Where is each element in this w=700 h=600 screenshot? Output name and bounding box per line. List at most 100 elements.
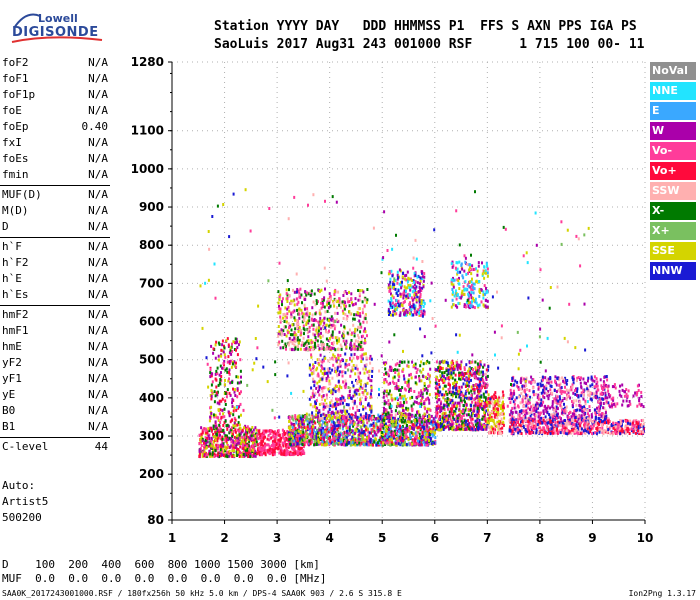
echo-point (474, 360, 477, 364)
echo-point (236, 450, 239, 454)
echo-point (459, 417, 462, 421)
echo-point (469, 369, 472, 373)
echo-point (254, 434, 257, 438)
echo-point (442, 411, 445, 415)
echo-point (405, 421, 407, 425)
echo-point (347, 412, 350, 416)
echo-point (407, 365, 410, 369)
echo-point (364, 314, 367, 318)
echo-point (456, 404, 458, 408)
echo-point (315, 299, 318, 303)
echo-point (285, 345, 287, 348)
echo-point (333, 436, 336, 440)
echo-point (410, 420, 413, 424)
echo-point (213, 427, 216, 431)
echo-point (435, 360, 438, 364)
echo-point (308, 441, 311, 445)
echo-point (442, 396, 445, 400)
echo-point (454, 412, 457, 416)
echo-point (478, 280, 480, 283)
echo-point (480, 370, 483, 374)
echo-point (253, 447, 256, 451)
echo-point (451, 427, 454, 431)
echo-point (332, 341, 335, 345)
echo-point (414, 439, 416, 443)
echo-point (327, 369, 330, 373)
echo-point (478, 287, 481, 291)
echo-point (458, 365, 461, 369)
echo-point (420, 307, 423, 311)
echo-point (220, 444, 222, 448)
echo-point (456, 361, 459, 365)
echo-point (417, 391, 420, 395)
echo-point (291, 422, 293, 426)
echo-point (426, 437, 429, 441)
echo-point (402, 433, 405, 437)
echo-point (424, 419, 427, 423)
echo-point (442, 428, 445, 431)
echo-point (394, 420, 397, 424)
echo-point (404, 431, 407, 435)
echo-point (329, 326, 332, 329)
echo-point (337, 339, 340, 343)
echo-point (322, 359, 325, 363)
echo-point (418, 413, 421, 417)
echo-point (474, 428, 477, 432)
echo-point (399, 389, 402, 392)
echo-point (336, 433, 339, 437)
echo-point (380, 421, 383, 425)
echo-point (353, 432, 356, 435)
echo-point (318, 385, 321, 389)
echo-point (478, 418, 481, 422)
echo-point (393, 416, 396, 420)
echo-point (251, 426, 254, 429)
echo-point (468, 396, 471, 400)
echo-point (228, 436, 231, 440)
echo-point (438, 418, 441, 421)
echo-point (260, 440, 263, 443)
echo-point (394, 409, 397, 413)
echo-point (301, 435, 304, 439)
echo-point (398, 388, 400, 392)
echo-point (264, 453, 267, 457)
echo-point (298, 312, 301, 316)
echo-point (291, 323, 294, 327)
echo-point (228, 454, 231, 458)
echo-point (419, 295, 422, 298)
echo-point (441, 422, 444, 426)
echo-point (252, 452, 255, 456)
echo-point (451, 423, 454, 427)
echo-point (335, 424, 338, 428)
echo-point (434, 436, 437, 439)
echo-point (277, 311, 280, 315)
echo-point (240, 453, 243, 457)
echo-point (312, 368, 315, 372)
echo-point (379, 436, 382, 440)
echo-point (410, 413, 413, 417)
echo-point (308, 319, 311, 323)
echo-point (484, 386, 486, 390)
echo-point (394, 423, 397, 427)
echo-point (450, 393, 453, 397)
echo-point (348, 432, 351, 436)
echo-point (410, 296, 413, 300)
echo-point (485, 384, 488, 388)
echo-point (292, 443, 295, 447)
echo-point (419, 313, 422, 317)
echo-point (397, 368, 400, 372)
echo-point (358, 380, 361, 384)
echo-point (344, 386, 347, 390)
echo-point (399, 432, 402, 436)
echo-point (352, 384, 355, 388)
echo-point (404, 311, 407, 315)
echo-point (436, 393, 439, 397)
echo-point (481, 272, 484, 276)
echo-point (358, 392, 361, 396)
echo-point (312, 435, 314, 439)
echo-point (396, 426, 399, 430)
echo-point (336, 410, 339, 414)
echo-point (364, 415, 367, 419)
echo-point (392, 286, 395, 289)
echo-point (289, 324, 292, 328)
echo-point (308, 325, 311, 329)
